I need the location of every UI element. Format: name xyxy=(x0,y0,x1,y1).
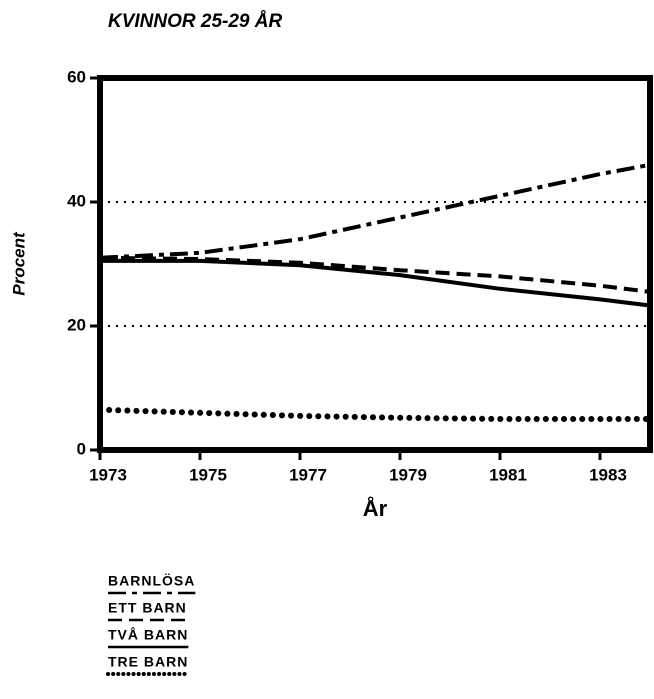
y-axis-label: Procent xyxy=(9,231,28,296)
x-axis-label: År xyxy=(363,495,388,521)
data-line xyxy=(97,406,653,422)
legend-label: TRE BARN xyxy=(108,654,188,670)
legend-label: ETT BARN xyxy=(108,600,187,616)
data-line xyxy=(99,162,651,260)
data-line xyxy=(99,255,651,294)
chart-title: KVINNOR 25-29 ÅR xyxy=(108,11,282,32)
legend-label: TVÅ BARN xyxy=(108,627,188,643)
x-tick-label: 1975 xyxy=(189,465,227,484)
y-tick-label: 40 xyxy=(67,191,86,210)
x-tick-label: 1979 xyxy=(389,465,427,484)
x-tick-label: 1981 xyxy=(489,465,527,484)
x-tick-label: 1983 xyxy=(589,465,627,484)
x-tick-label: 1977 xyxy=(289,465,327,484)
y-tick-label: 0 xyxy=(77,439,86,458)
y-tick-label: 20 xyxy=(67,315,86,334)
x-tick-label: 1973 xyxy=(89,465,127,484)
legend-label: BARNLÖSA xyxy=(108,573,195,589)
plot-frame xyxy=(97,75,653,453)
y-tick-label: 60 xyxy=(67,67,86,86)
data-line xyxy=(100,258,651,308)
